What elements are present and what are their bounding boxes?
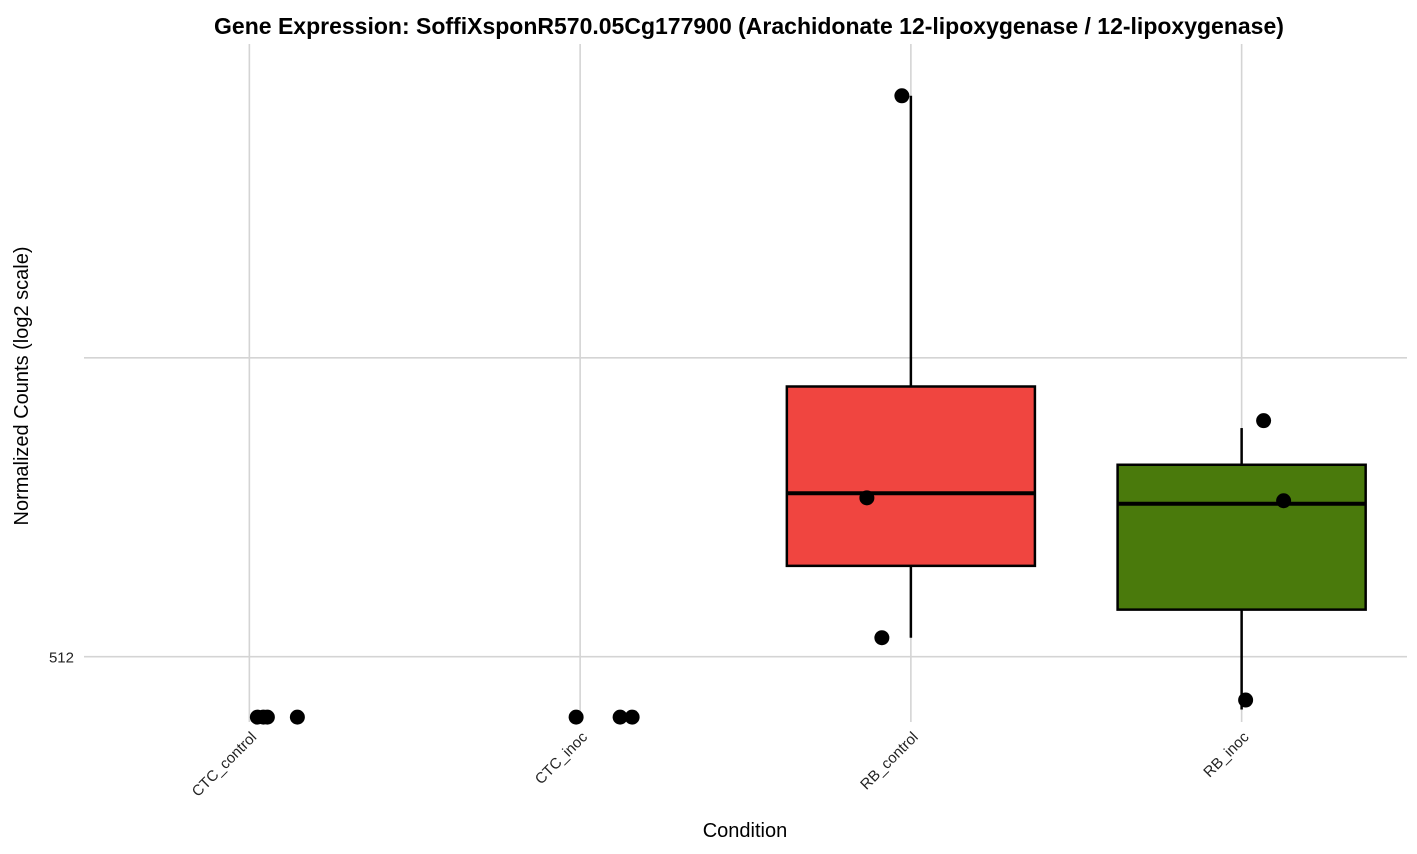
y-tick-label: 512: [49, 650, 74, 667]
point-layer: [249, 88, 1292, 725]
x-tick-label: CTC_control: [189, 729, 261, 801]
box-RB_inoc: [1116, 463, 1367, 611]
x-tick-label: RB_control: [857, 729, 921, 793]
tick-layer: 512 CTC_control CTC_inoc RB_control RB_inoc: [49, 650, 1253, 801]
data-point: [894, 88, 910, 104]
data-point: [859, 490, 875, 506]
box-RB_control: [785, 385, 1037, 568]
chart-title: Gene Expression: SoffiXsponR570.05Cg1779…: [214, 13, 1284, 39]
data-point: [874, 630, 890, 646]
box-layer: [785, 95, 1367, 710]
data-point: [1276, 493, 1292, 509]
data-point: [612, 709, 628, 725]
y-axis-label: Normalized Counts (log2 scale): [11, 246, 33, 525]
data-point: [1238, 692, 1254, 708]
x-axis-label: Condition: [703, 820, 788, 842]
data-point: [624, 709, 640, 725]
x-tick-label: CTC_inoc: [532, 728, 592, 788]
grid-layer: [84, 44, 1407, 722]
data-point: [1256, 413, 1272, 429]
x-tick-label: RB_inoc: [1200, 728, 1252, 780]
data-point: [568, 709, 584, 725]
data-point: [259, 709, 275, 725]
data-point: [289, 709, 305, 725]
